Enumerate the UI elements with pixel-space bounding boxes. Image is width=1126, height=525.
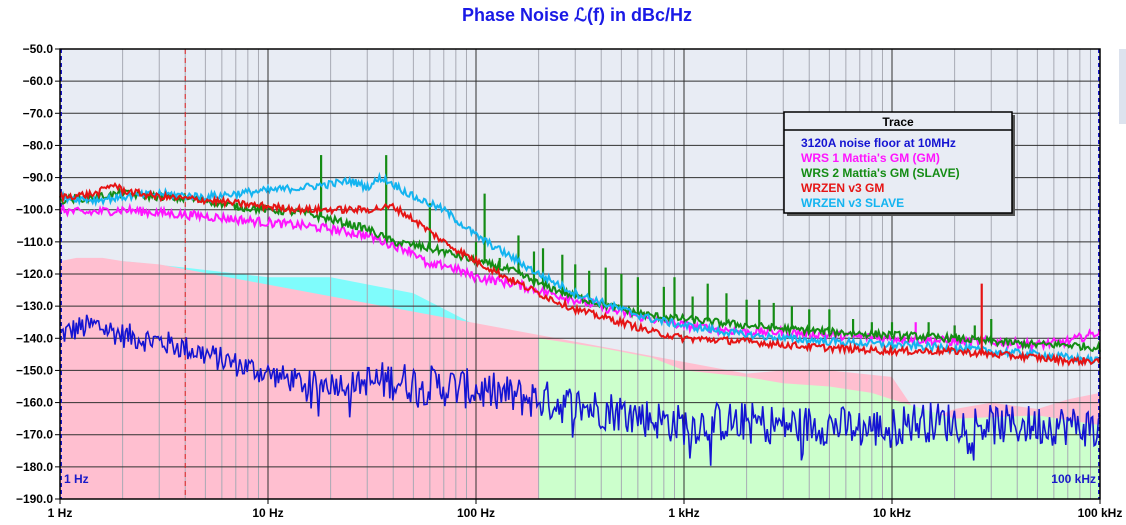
- corner-label-right: 100 kHz: [1051, 472, 1096, 486]
- x-tick-label: 10 Hz: [252, 506, 283, 520]
- y-tick-label: −160.0: [16, 396, 53, 410]
- corner-label-left: 1 Hz: [64, 472, 89, 486]
- legend-title: Trace: [882, 115, 914, 129]
- legend-box: [783, 111, 1013, 214]
- series-lines: [59, 155, 1101, 466]
- series-line-4: [59, 171, 1101, 365]
- legend-item-2: WRS 2 Mattia's GM (SLAVE): [801, 166, 960, 180]
- floor-regions: [60, 257, 1100, 499]
- y-tick-label: −190.0: [16, 492, 53, 506]
- y-tick-label: −100.0: [16, 203, 53, 217]
- x-tick-label: 10 kHz: [873, 506, 911, 520]
- x-tick-label: 1 Hz: [48, 506, 73, 520]
- series-line-0: [60, 314, 1101, 466]
- y-tick-label: −140.0: [16, 331, 53, 345]
- y-tick-label: −150.0: [16, 363, 53, 377]
- y-tick-label: −80.0: [23, 138, 54, 152]
- x-tick-label: 100 kHz: [1078, 506, 1123, 520]
- series-line-3: [59, 182, 1101, 368]
- y-tick-label: −70.0: [23, 106, 54, 120]
- x-tick-label: 100 Hz: [457, 506, 495, 520]
- chart-title: Phase Noise ℒ(f) in dBc/Hz: [462, 5, 692, 25]
- y-tick-label: −60.0: [23, 74, 54, 88]
- legend-item-1: WRS 1 Mattia's GM (GM): [801, 151, 940, 165]
- axes: −50.0 −60.0 −70.0 −80.0 −90.0 −100.0 −110.0 −12…: [16, 42, 1122, 520]
- legend-item-4: WRZEN v3 SLAVE: [801, 196, 904, 210]
- legend-item-0: 3120A noise floor at 10MHz: [801, 136, 956, 150]
- y-tick-label: −180.0: [16, 460, 53, 474]
- y-tick-label: −170.0: [16, 428, 53, 442]
- scrollbar-thumb[interactable]: [1119, 49, 1126, 124]
- y-tick-label: −130.0: [16, 299, 53, 313]
- legend-item-3: WRZEN v3 GM: [801, 181, 884, 195]
- y-tick-label: −120.0: [16, 267, 53, 281]
- y-tick-label: −50.0: [23, 42, 54, 56]
- x-tick-label: 1 kHz: [668, 506, 699, 520]
- floor-region-green-floor: [538, 338, 1100, 499]
- series-line-1: [59, 202, 1101, 353]
- y-tick-label: −90.0: [23, 171, 54, 185]
- y-tick-label: −110.0: [17, 235, 54, 249]
